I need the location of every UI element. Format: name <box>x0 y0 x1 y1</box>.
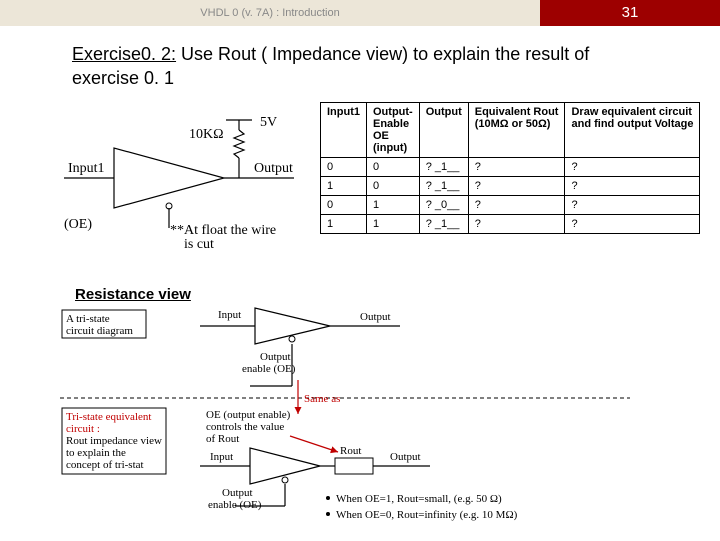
oe-label: (OE) <box>64 217 92 232</box>
input-bottom-label: Input <box>210 451 233 463</box>
table-cell: ? <box>565 158 700 177</box>
rout-label: Rout <box>340 445 361 457</box>
svg-text:controls the value: controls the value <box>206 421 284 433</box>
resistance-view-heading: Resistance view <box>75 286 191 303</box>
input1-label: Input1 <box>68 161 105 176</box>
table-row: 01? _0__?? <box>321 196 700 215</box>
output-label: Output <box>254 161 293 176</box>
exercise-title-line2: exercise 0. 1 <box>72 68 174 89</box>
output-bottom-label: Output <box>390 451 421 463</box>
table-cell: ? <box>468 215 565 234</box>
svg-text:Tri-state equivalent: Tri-state equivalent <box>66 411 151 423</box>
svg-text:concept of tri-stat: concept of tri-stat <box>66 459 144 471</box>
float-note-1: **At float the wire <box>170 223 276 238</box>
svg-text:OE (output enable): OE (output enable) <box>206 409 291 421</box>
table-row: 10? _1__?? <box>321 177 700 196</box>
same-as-label: Same as <box>304 393 340 405</box>
slide-header: VHDL 0 (v. 7A) : Introduction 31 <box>0 0 720 26</box>
resistor-label: 10KΩ <box>189 127 224 142</box>
table-row: 00? _1__?? <box>321 158 700 177</box>
bullet-1: When OE=1, Rout=small, (e.g. 50 Ω) <box>336 493 502 505</box>
page-number: 31 <box>540 0 720 26</box>
svg-text:to explain the: to explain the <box>66 447 126 459</box>
table-cell: 1 <box>321 177 367 196</box>
input-label: Input <box>218 309 241 321</box>
oe-top-label: Output <box>260 351 291 363</box>
bullet-2: When OE=0, Rout=infinity (e.g. 10 MΩ) <box>336 509 518 521</box>
svg-text:A tri-state: A tri-state <box>66 313 110 325</box>
table-cell: ? _1__ <box>419 158 468 177</box>
table-header: Output <box>419 103 468 158</box>
table-cell: ? <box>565 177 700 196</box>
table-header: Draw equivalent circuitand find output V… <box>565 103 700 158</box>
output-top-label: Output <box>360 311 391 323</box>
table-cell: 0 <box>321 196 367 215</box>
table-cell: 1 <box>321 215 367 234</box>
truth-table: Input1Output-EnableOE(input)OutputEquiva… <box>320 102 700 234</box>
oe-bot-label: enable (OE) <box>242 363 296 375</box>
table-cell: ? <box>468 196 565 215</box>
table-cell: 0 <box>367 158 420 177</box>
table-cell: 0 <box>321 158 367 177</box>
voltage-label: 5V <box>260 115 277 130</box>
table-cell: ? <box>565 215 700 234</box>
svg-text:circuit :: circuit : <box>66 423 100 435</box>
table-header: Output-EnableOE(input) <box>367 103 420 158</box>
table-cell: ? <box>565 196 700 215</box>
svg-text:of Rout: of Rout <box>206 433 239 445</box>
table-cell: ? _1__ <box>419 177 468 196</box>
table-row: 11? _1__?? <box>321 215 700 234</box>
table-header: Input1 <box>321 103 367 158</box>
exercise-title: Exercise0. 2: Use Rout ( Impedance view)… <box>72 44 672 65</box>
table-header: Equivalent Rout(10MΩ or 50Ω) <box>468 103 565 158</box>
bottom-diagram: A tri-state circuit diagram Input Output… <box>60 306 630 536</box>
svg-text:circuit diagram: circuit diagram <box>66 325 133 337</box>
title-prefix: Exercise0. 2: <box>72 44 176 64</box>
top-circuit-diagram: Input1 (OE) Output 10KΩ 5V **At float th… <box>64 108 314 268</box>
table-cell: ? _0__ <box>419 196 468 215</box>
table-cell: 0 <box>367 177 420 196</box>
svg-text:enable (OE): enable (OE) <box>208 499 262 511</box>
table-cell: 1 <box>367 215 420 234</box>
table-cell: ? <box>468 177 565 196</box>
svg-text:Rout impedance view: Rout impedance view <box>66 435 162 447</box>
table-cell: ? _1__ <box>419 215 468 234</box>
svg-text:Output: Output <box>222 487 253 499</box>
table-cell: ? <box>468 158 565 177</box>
lecture-title: VHDL 0 (v. 7A) : Introduction <box>0 0 540 26</box>
title-rest: Use Rout ( Impedance view) to explain th… <box>176 44 589 64</box>
table-cell: 1 <box>367 196 420 215</box>
float-note-2: is cut <box>184 237 214 252</box>
